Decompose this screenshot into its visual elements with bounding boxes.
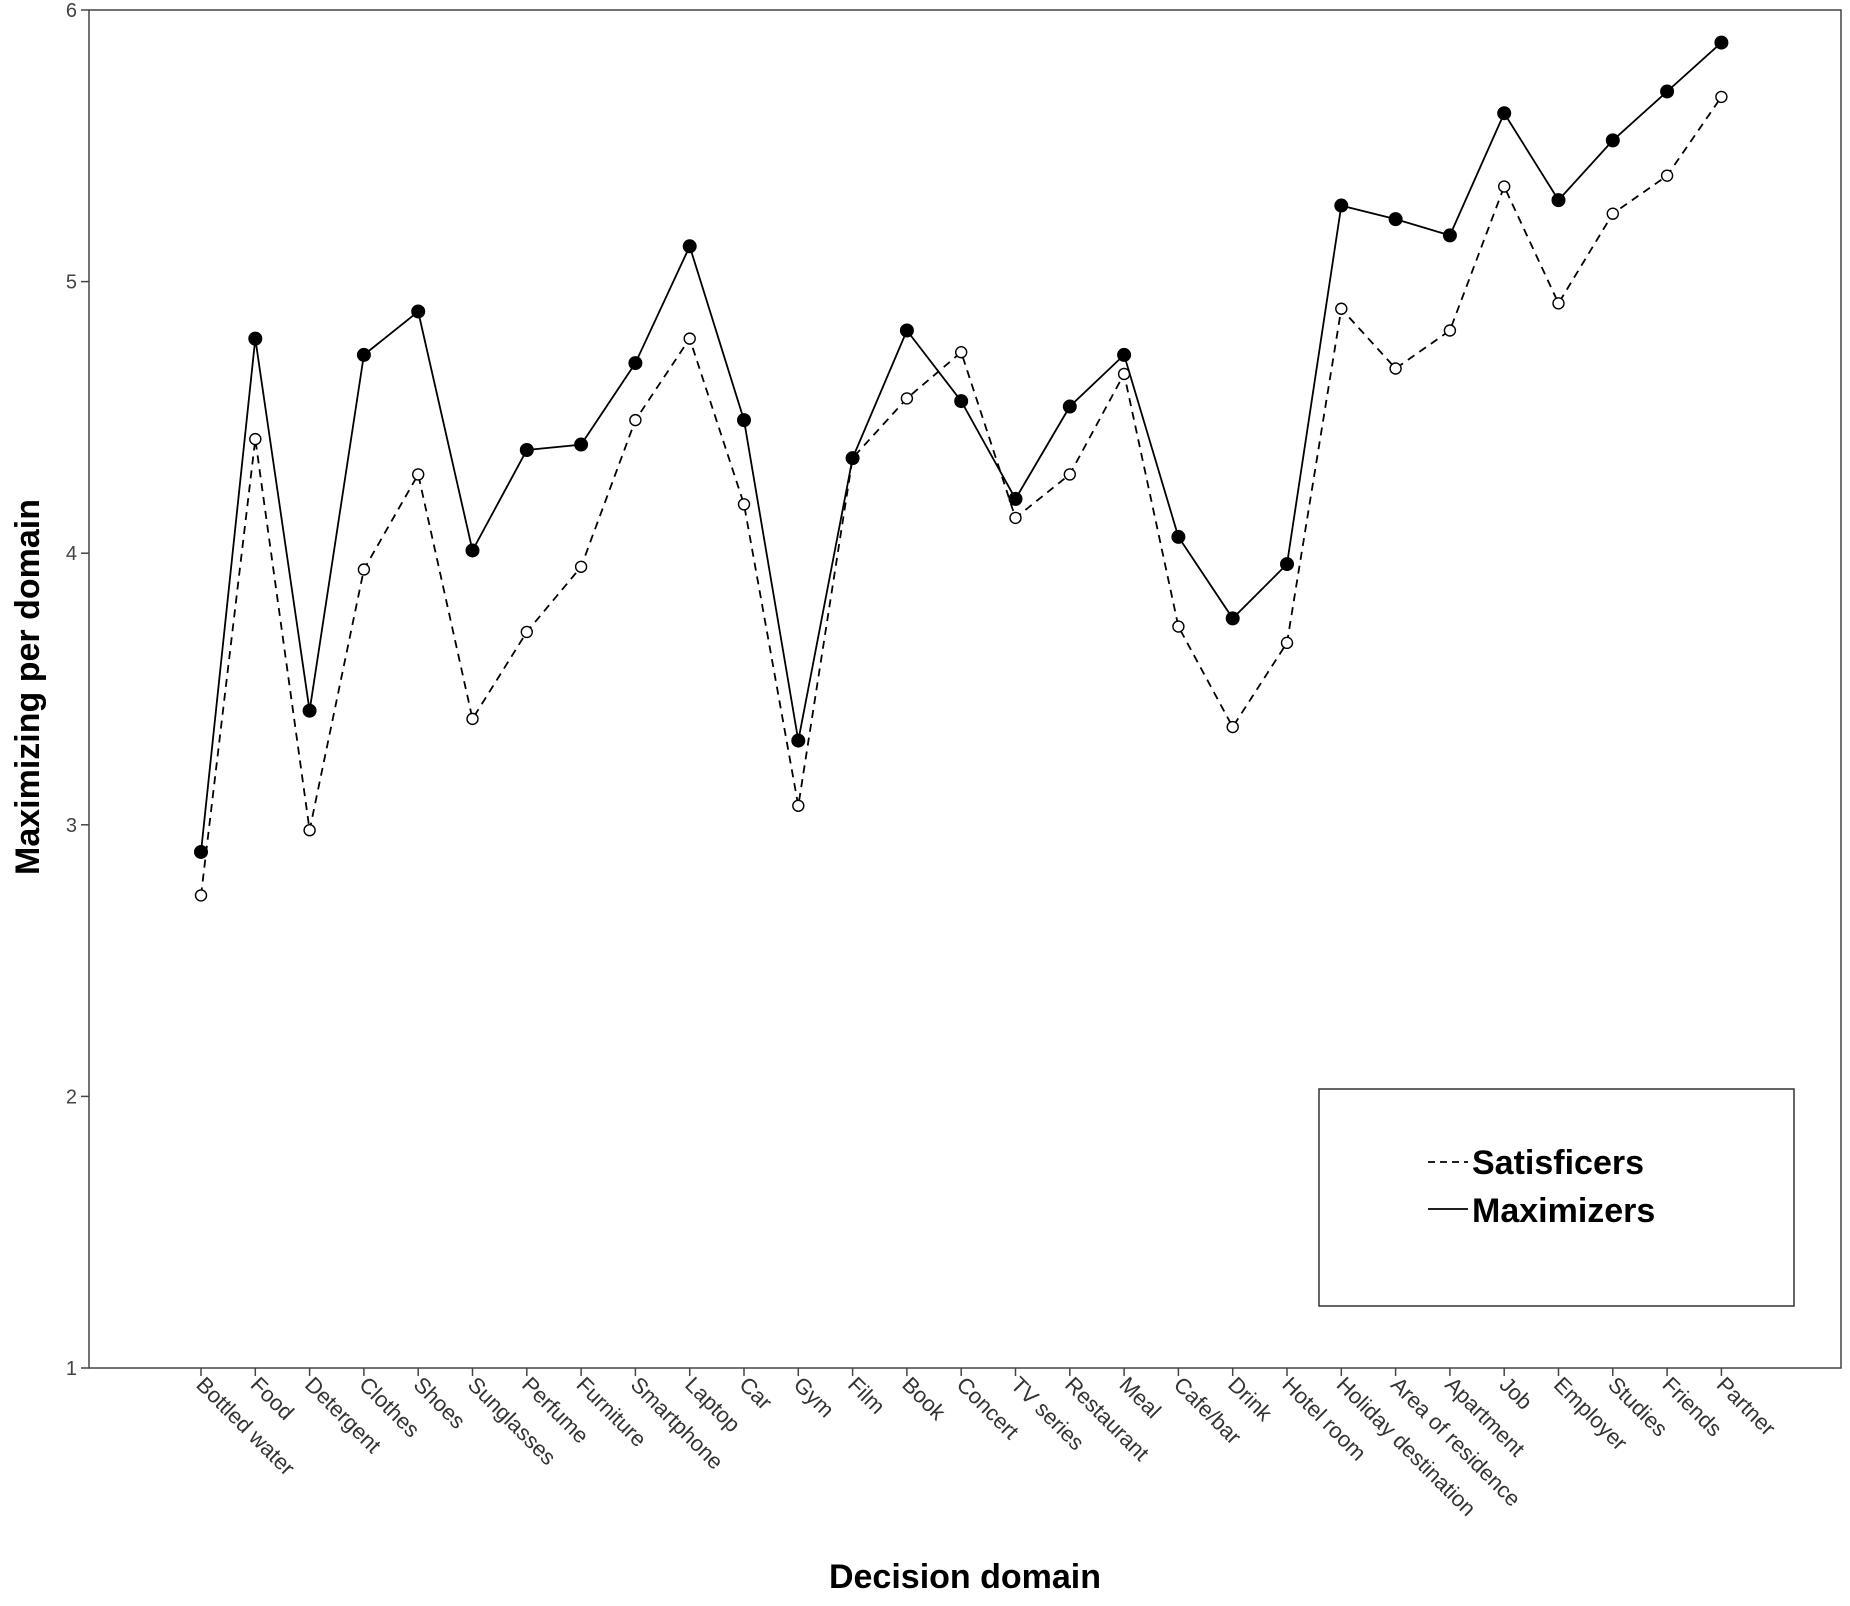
data-point-satisficers [1552, 297, 1565, 310]
data-point-maximizers [1280, 557, 1294, 572]
data-point-maximizers [1714, 35, 1729, 50]
data-point-maximizers [1062, 399, 1077, 414]
data-point-maximizers [1117, 347, 1132, 362]
data-point-maximizers [737, 413, 751, 428]
data-point-maximizers [1225, 611, 1240, 626]
data-point-satisficers [1389, 362, 1402, 375]
data-point-maximizers [1388, 212, 1403, 227]
data-point-satisficers [629, 413, 642, 427]
y-axis: 1 2 3 4 5 6 [66, 0, 89, 1380]
data-point-maximizers [1171, 529, 1186, 544]
data-point-satisficers [1226, 720, 1239, 734]
data-point-satisficers [249, 432, 262, 446]
data-point-maximizers [845, 451, 860, 466]
data-point-maximizers [519, 442, 534, 457]
data-point-maximizers [411, 304, 426, 319]
x-tick-label: Partner [1712, 1372, 1781, 1441]
data-point-satisficers [1660, 169, 1674, 182]
data-point-satisficers [1497, 180, 1511, 193]
data-point-maximizers [1442, 228, 1457, 243]
data-point-satisficers [466, 712, 479, 726]
data-point-maximizers [248, 331, 263, 346]
data-point-satisficers [574, 560, 588, 573]
data-point-satisficers [900, 392, 914, 405]
data-point-satisficers [520, 625, 533, 639]
data-point-maximizers [302, 703, 317, 718]
data-point-maximizers [682, 239, 697, 254]
y-tick-label: 2 [66, 1086, 77, 1108]
data-point-satisficers [1280, 636, 1294, 650]
data-point-maximizers [1497, 106, 1512, 121]
data-point-maximizers [465, 543, 480, 558]
data-point-satisficers [1172, 620, 1185, 633]
x-tick-label: Gym [789, 1372, 840, 1423]
data-point-maximizers [1551, 193, 1566, 208]
data-point-satisficers [1443, 324, 1457, 337]
x-tick-label: Film [843, 1372, 890, 1419]
data-point-satisficers [1335, 302, 1348, 315]
series-maximizers [194, 35, 1729, 859]
legend-label-satisficers: Satisficers [1472, 1144, 1644, 1182]
plot-area [88, 9, 1842, 1369]
data-point-maximizers [574, 437, 589, 452]
data-point-maximizers [899, 323, 914, 338]
data-point-satisficers [303, 824, 316, 837]
series-line-satisficers [200, 96, 1723, 896]
data-point-satisficers [1715, 90, 1728, 104]
data-point-satisficers [792, 799, 805, 812]
data-point-maximizers [1605, 133, 1620, 148]
data-point-maximizers [194, 844, 208, 859]
data-point-satisficers [1063, 468, 1077, 481]
y-tick-label: 5 [66, 272, 77, 294]
x-tick-label: Bottled water [191, 1372, 299, 1480]
data-point-satisficers [1606, 207, 1620, 220]
x-axis-title: Decision domain [829, 1558, 1101, 1596]
legend-label-maximizers: Maximizers [1472, 1192, 1655, 1230]
series-line-maximizers [200, 41, 1723, 853]
y-tick-label: 3 [66, 815, 77, 837]
y-axis-title: Maximizing per domain [9, 499, 47, 875]
data-point-satisficers [955, 346, 968, 359]
legend: Satisficers Maximizers [1318, 1088, 1795, 1307]
x-tick-label: Job [1495, 1372, 1538, 1415]
data-point-maximizers [628, 356, 643, 371]
data-point-satisficers [194, 889, 208, 902]
data-point-maximizers [356, 347, 371, 362]
legend-box [1318, 1088, 1795, 1307]
data-point-maximizers [791, 733, 806, 748]
series-layer [194, 35, 1729, 902]
data-point-satisficers [1009, 511, 1022, 525]
x-tick-label: Book [897, 1372, 951, 1426]
x-tick-label: Car [734, 1372, 777, 1415]
plot-frame [88, 9, 1842, 1369]
data-point-satisficers [412, 468, 425, 481]
data-point-satisficers [357, 563, 371, 576]
data-point-maximizers [1008, 491, 1023, 506]
data-point-satisficers [683, 332, 696, 345]
y-tick-label: 6 [66, 0, 77, 22]
data-point-satisficers [737, 498, 751, 511]
data-point-maximizers [1660, 84, 1675, 99]
y-tick-label: 1 [66, 1358, 77, 1380]
x-tick-label: Friends [1658, 1372, 1728, 1442]
data-point-maximizers [1334, 198, 1349, 213]
series-satisficers [194, 90, 1728, 902]
data-point-maximizers [954, 394, 969, 409]
y-tick-label: 4 [66, 543, 77, 565]
